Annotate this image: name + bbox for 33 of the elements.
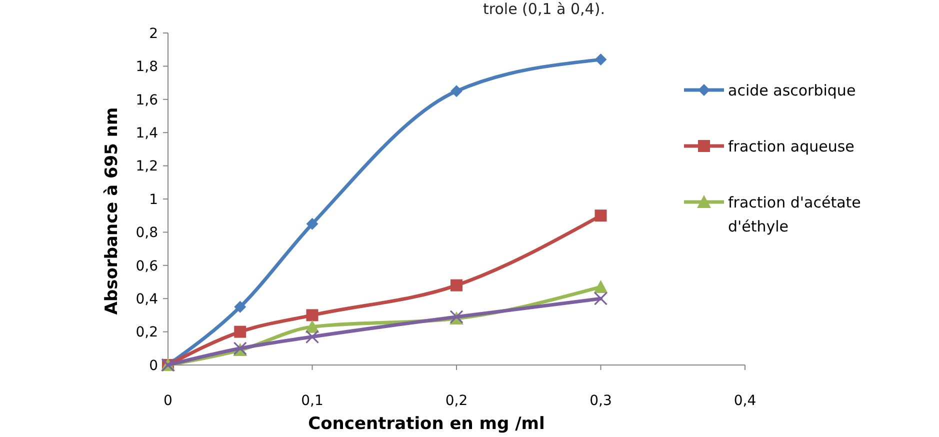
point [306, 218, 318, 230]
point [306, 309, 318, 322]
x-tick-label: 0,1 [301, 393, 324, 409]
y-tick-label: 1,2 [136, 158, 158, 175]
y-tick-label: 0 [149, 358, 158, 374]
legend-label: acide ascorbique [728, 81, 856, 100]
y-tick-label: 2 [149, 26, 158, 42]
x-tick-label: 0,3 [590, 393, 612, 409]
text: trole (0,1 à 0,4). [483, 0, 605, 18]
point [305, 330, 320, 344]
legend-label: fraction d'acétate d'éthyle [728, 193, 861, 236]
point [450, 279, 462, 292]
y-tick-label: 0,2 [136, 324, 158, 341]
point [450, 85, 462, 98]
point [234, 300, 246, 313]
point [594, 280, 608, 293]
legend-label: fraction aqueuse [728, 137, 854, 156]
point [594, 54, 607, 66]
y-axis-title: Absorbance à 695 nm [102, 107, 122, 315]
x-axis-title: Concentration en mg /ml [308, 414, 545, 434]
y-tick-label: 0,8 [136, 225, 158, 242]
y-tick-label: 1,8 [136, 59, 158, 76]
x-tick-label: 0,2 [445, 393, 468, 409]
point [594, 292, 608, 306]
point [594, 210, 607, 222]
y-tick-label: 1 [149, 192, 158, 208]
y-tick-label: 1,4 [136, 126, 158, 142]
y-tick-label: 0,6 [136, 258, 158, 274]
point [234, 326, 246, 338]
x-tick-label: 0 [164, 393, 172, 409]
y-tick-label: 0,4 [136, 292, 158, 308]
y-tick-label: 1,6 [136, 92, 158, 108]
x-tick-label: 0,4 [734, 393, 756, 409]
